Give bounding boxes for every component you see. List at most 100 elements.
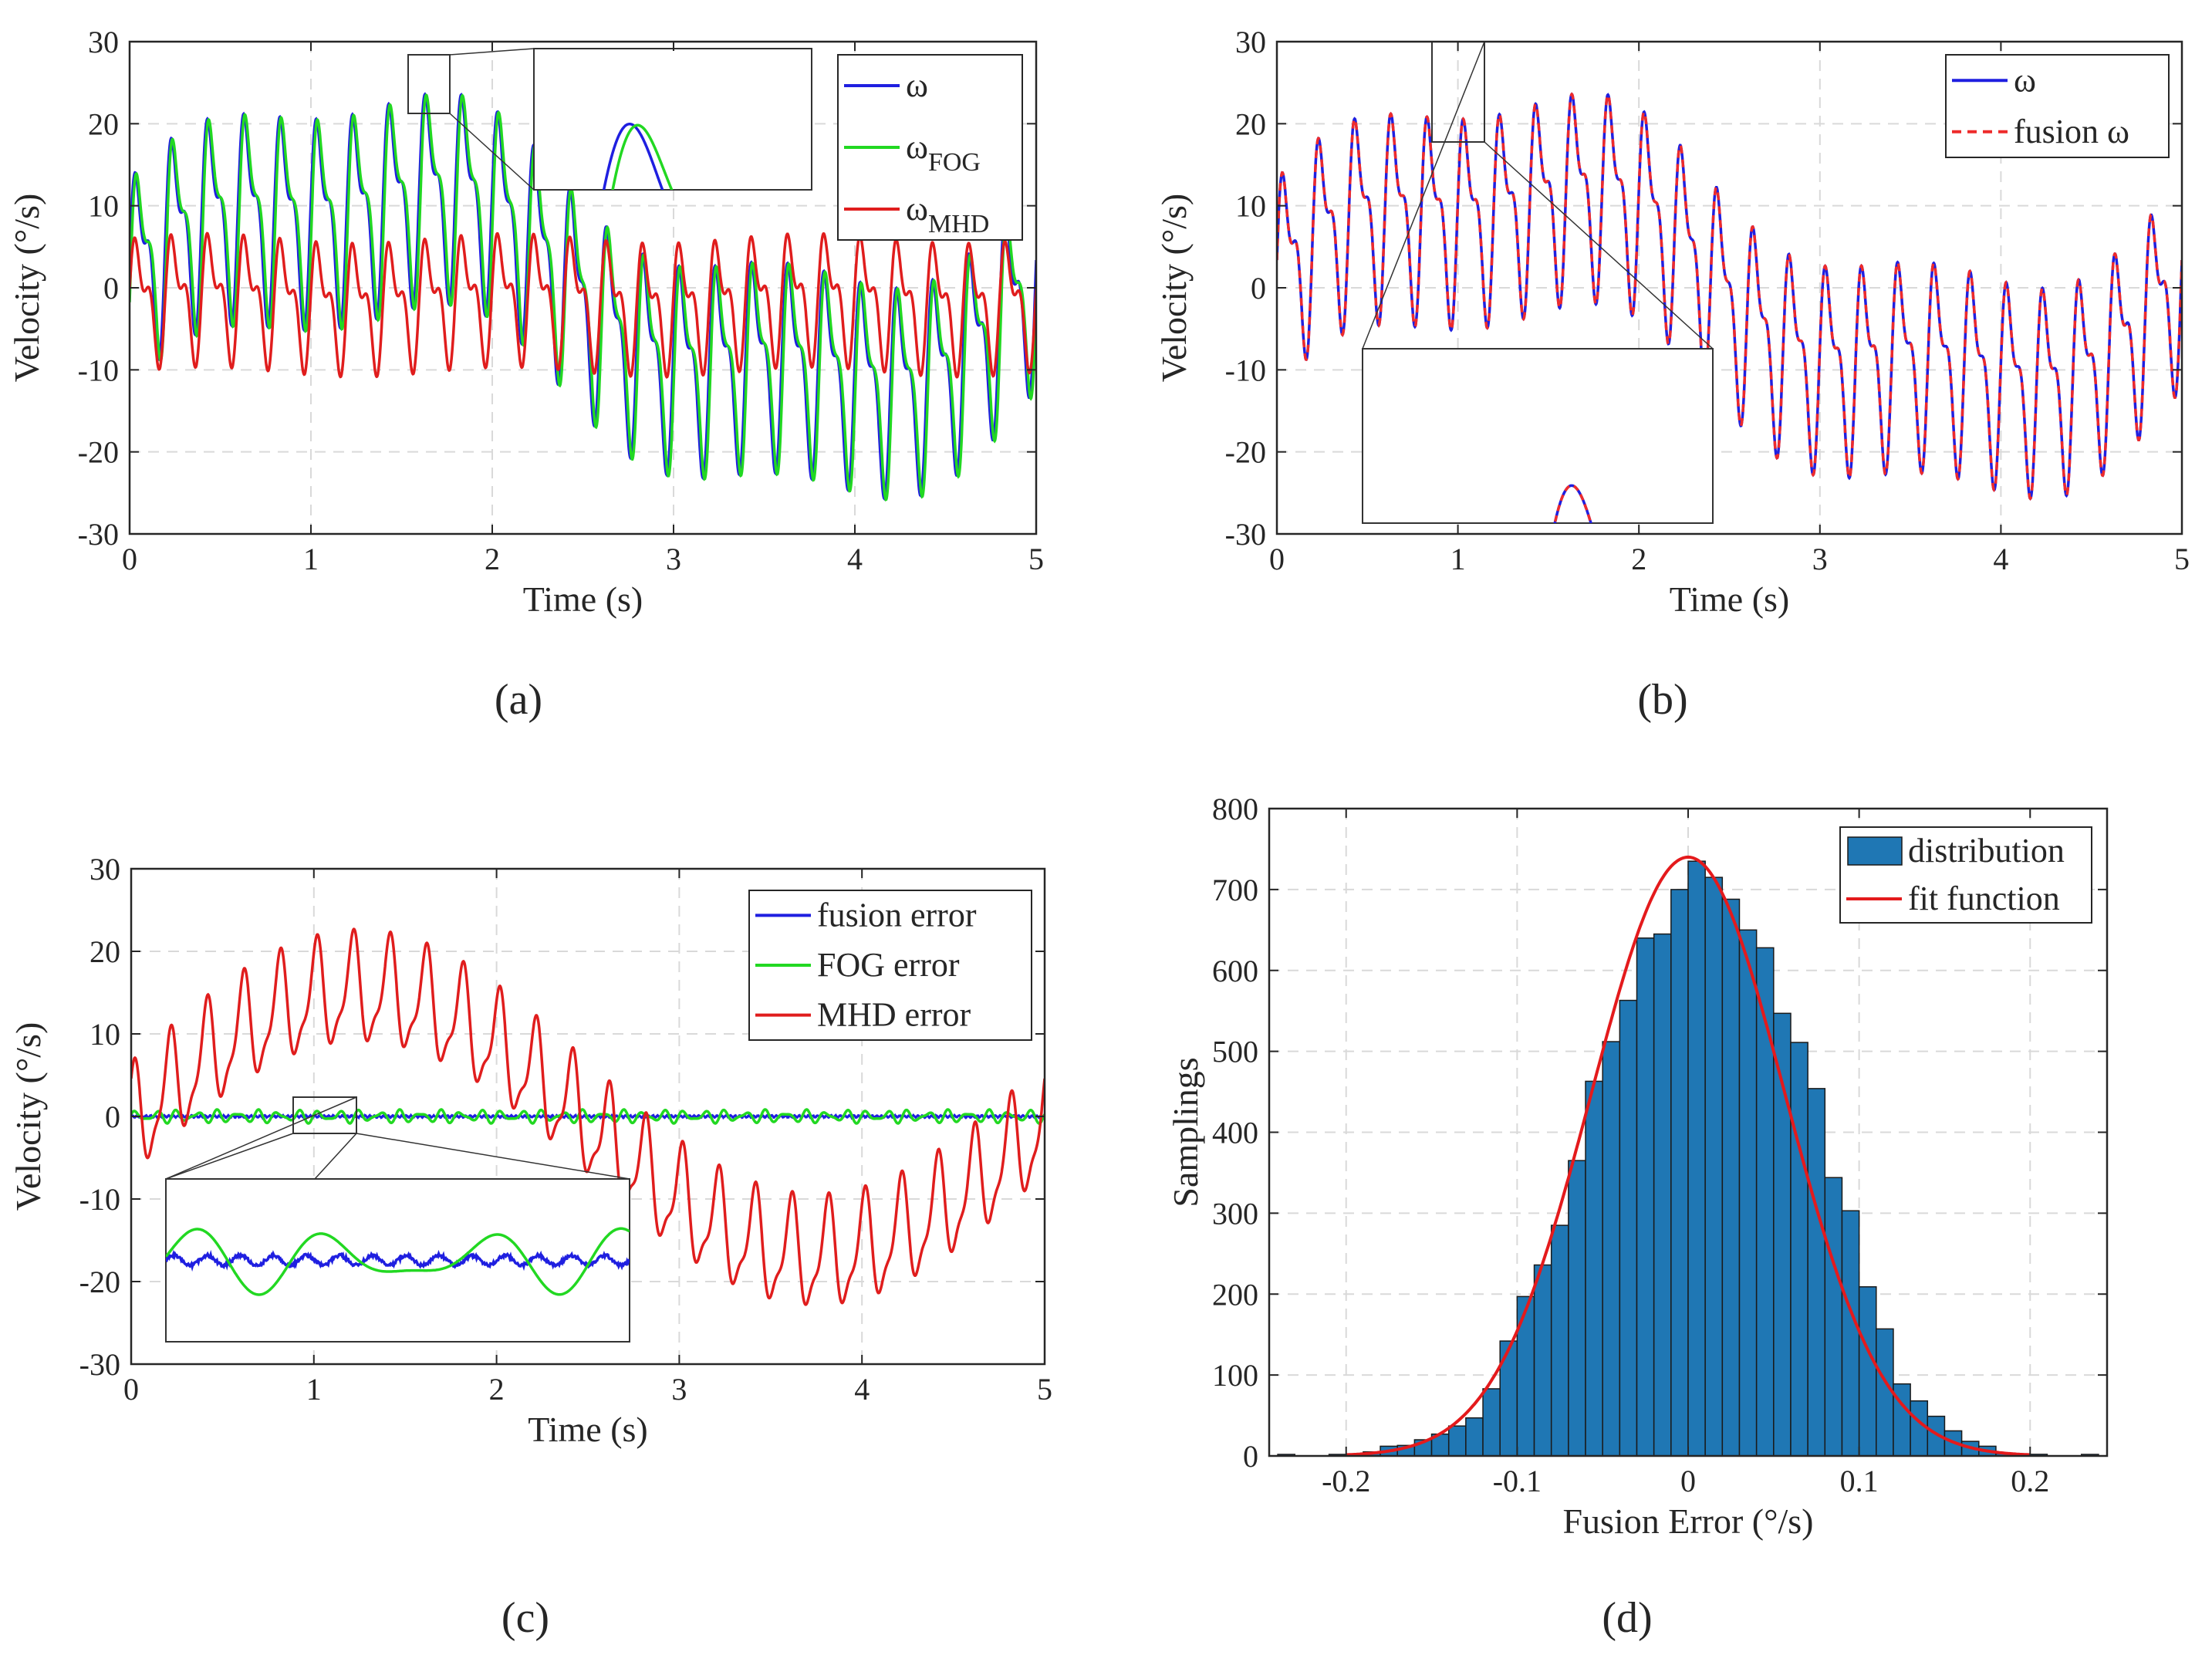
panel-a: 0 1 2 3 4 5 -30 -20 -10 0 10 20 30 Time (s) Velocity (… [7, 25, 1044, 724]
y-tick-label: 600 [1212, 954, 1258, 988]
y-tick-label: 300 [1212, 1196, 1258, 1231]
x-tick-label: 0 [1680, 1464, 1696, 1498]
x-tick-label: 2 [1631, 542, 1646, 576]
histogram-bar [1841, 1210, 1860, 1457]
x-tick-label: 5 [2174, 542, 2190, 576]
series-ω_MHD [130, 231, 1036, 379]
y-tick-label: 800 [1212, 792, 1258, 826]
zoom-inset [1362, 41, 1714, 524]
y-tick-label: 10 [1235, 189, 1266, 224]
y-tick-label: 10 [88, 189, 119, 224]
zoom-connector [1362, 41, 1485, 350]
y-tick-label: 20 [89, 934, 120, 969]
histogram-bar [1482, 1388, 1501, 1457]
histogram-bar [1568, 1160, 1586, 1457]
legend-label: distribution [1908, 832, 2065, 870]
x-axis-label: Fusion Error (°/s) [1562, 1501, 1813, 1541]
series-fusion-ω [1277, 92, 2182, 501]
y-tick-label: 400 [1212, 1116, 1258, 1150]
y-axis-label: Velocity (°/s) [7, 194, 46, 383]
x-tick-label: 2 [485, 542, 500, 576]
y-tick-label: 0 [105, 1099, 120, 1134]
legend-label: fit function [1908, 880, 2060, 917]
zoom-connector [449, 48, 535, 56]
legend-label: ω [2014, 61, 2036, 99]
histogram-bar [1636, 937, 1655, 1457]
histogram-bar [1585, 1080, 1603, 1457]
y-tick-label: -10 [78, 353, 119, 387]
panel-caption: (a) [495, 676, 542, 724]
legend-label: ω [906, 66, 928, 104]
histogram-bar [1687, 860, 1706, 1457]
x-tick-label: 1 [303, 542, 319, 576]
y-tick-label: 100 [1212, 1358, 1258, 1393]
legend-label: fusion error [817, 896, 977, 934]
histogram-bar [1653, 933, 1672, 1457]
inset-series-fusion-error [166, 1249, 630, 1272]
y-tick-label: 30 [88, 25, 119, 59]
x-tick-label: 5 [1028, 542, 1044, 576]
legend-swatch [1847, 836, 1903, 866]
y-tick-label: -30 [79, 1347, 120, 1382]
histogram-bar [1876, 1328, 1894, 1457]
histogram-bar [1790, 1042, 1808, 1457]
legend-text: FOG error [817, 946, 960, 984]
legend: ω fusion ω [1945, 54, 2170, 158]
x-tick-label: 0 [1269, 542, 1285, 576]
legend: fusion error FOG error MHD error [748, 890, 1032, 1041]
zoom-connector [1484, 141, 1714, 350]
zoom-region-box [407, 54, 451, 114]
inset-series-ω [1553, 484, 1592, 523]
x-axis-label: Time (s) [528, 1410, 648, 1449]
histogram-bar [1670, 889, 1689, 1457]
y-tick-label: -10 [1225, 353, 1266, 387]
y-tick-label: 200 [1212, 1277, 1258, 1312]
histogram-bar [1721, 898, 1741, 1457]
panel-caption: (b) [1637, 676, 1687, 724]
histogram-bar [1447, 1425, 1467, 1457]
x-tick-label: 0.1 [1840, 1464, 1879, 1498]
histogram-bar [1910, 1400, 1929, 1457]
y-axis-label: Samplings [1166, 1057, 1205, 1207]
legend: distribution fit function [1839, 826, 2092, 924]
histogram-bar [1465, 1417, 1484, 1457]
zoom-region-box [1431, 41, 1485, 143]
y-tick-label: -20 [79, 1265, 120, 1299]
legend-subscript: FOG [928, 148, 981, 177]
panel-caption: (c) [501, 1594, 549, 1642]
series-ω_FOG [130, 93, 1036, 502]
x-tick-label: 1 [306, 1372, 322, 1407]
panel-d: -0.2 -0.1 0 0.1 0.2 0 100 200 300 400 500 600 700 800… [1166, 792, 2109, 1642]
y-tick-label: 0 [1243, 1439, 1258, 1474]
zoom-connector [165, 1133, 294, 1180]
y-tick-label: -20 [78, 435, 119, 470]
x-tick-label: 4 [847, 542, 863, 576]
zoom-connector [449, 113, 535, 191]
legend-label: ωMHD [906, 190, 989, 238]
legend-text: ω [906, 128, 928, 166]
y-tick-label: 20 [88, 106, 119, 141]
series-lines [131, 927, 1045, 1306]
y-tick-label: -10 [79, 1182, 120, 1217]
y-tick-label: -30 [78, 517, 119, 552]
zoom-connector [165, 1096, 357, 1180]
series-lines [1277, 92, 2182, 501]
legend-text: fusion error [817, 896, 977, 934]
legend-text: ω [906, 190, 928, 228]
fit-curve [1346, 855, 2031, 1457]
x-tick-label: -0.2 [1322, 1464, 1370, 1498]
inset-lines [166, 1227, 630, 1296]
x-axis-label: Time (s) [523, 579, 643, 619]
y-tick-label: 30 [1235, 25, 1266, 59]
inset-series-fusion-ω [1553, 484, 1592, 523]
legend-label: MHD error [817, 996, 971, 1034]
y-tick-label: 0 [1251, 271, 1266, 306]
histogram-bars [1277, 860, 2099, 1457]
x-tick-label: 3 [671, 1372, 687, 1407]
series-MHD-error [131, 927, 1045, 1306]
series-FOG-error [131, 1108, 1045, 1125]
x-tick-label: 3 [1812, 542, 1828, 576]
x-axis-label: Time (s) [1670, 579, 1790, 619]
y-tick-label: 0 [103, 271, 119, 306]
inset-frame [533, 48, 812, 191]
